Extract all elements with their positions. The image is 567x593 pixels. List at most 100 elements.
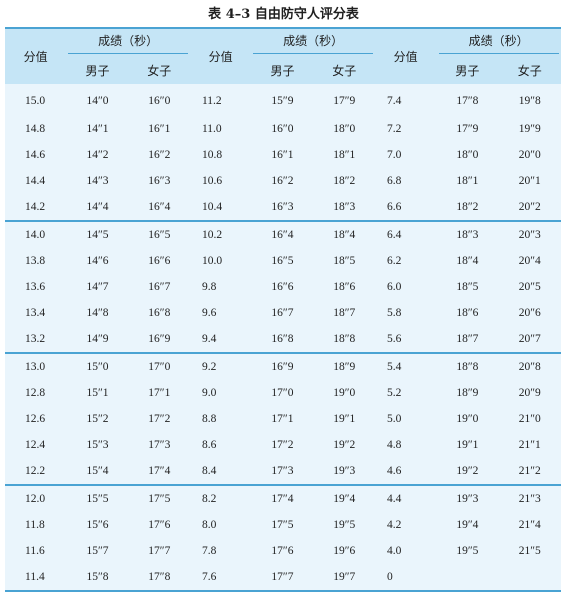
female-time-cell: 20″3 <box>498 220 561 248</box>
female-time-cell: 17″2 <box>128 406 190 432</box>
score-cell: 8.6 <box>189 432 252 458</box>
male-time-cell: 14″5 <box>66 220 129 248</box>
score-cell: 5.2 <box>374 380 437 406</box>
male-time-cell: 15″1 <box>66 380 129 406</box>
score-cell: 13.4 <box>5 300 67 326</box>
male-time-cell: 17″4 <box>251 484 314 512</box>
male-time-cell: 14″4 <box>66 194 129 221</box>
male-time-cell: 14″0 <box>66 84 129 116</box>
score-cell: 6.2 <box>374 248 437 274</box>
score-cell: 10.4 <box>189 194 252 221</box>
table-row: 12.4 15″3 17″3 8.6 17″2 19″2 4.8 19″1 21″1 <box>5 432 561 458</box>
male-time-cell: 16″8 <box>251 326 314 353</box>
table-row: 14.8 14″1 16″1 11.0 16″0 18″0 7.2 17″9 19″9 <box>5 116 561 142</box>
score-cell: 6.4 <box>374 220 437 248</box>
table-row: 13.0 15″0 17″0 9.2 16″9 18″9 5.4 18″8 20″8 <box>5 352 561 380</box>
table-row: 14.6 14″2 16″2 10.8 16″1 18″1 7.0 18″0 20″0 <box>5 142 561 168</box>
male-time-cell: 15″0 <box>66 352 129 380</box>
score-cell: 8.0 <box>189 512 252 538</box>
table-row: 14.4 14″3 16″3 10.6 16″2 18″2 6.8 18″1 20″1 <box>5 168 561 194</box>
female-time-cell: 21″4 <box>498 512 561 538</box>
male-time-cell: 15″8 <box>66 564 129 592</box>
table-row: 11.4 15″8 17″8 7.6 17″7 19″7 0 <box>5 564 561 592</box>
female-time-cell: 16″4 <box>128 194 190 221</box>
female-time-cell: 17″1 <box>128 380 190 406</box>
score-cell: 12.8 <box>5 380 67 406</box>
male-time-cell: 17″1 <box>251 406 314 432</box>
score-cell: 11.8 <box>5 512 67 538</box>
score-cell: 13.0 <box>5 352 67 380</box>
score-cell: 15.0 <box>5 84 67 116</box>
female-time-cell: 19″4 <box>313 484 375 512</box>
score-cell: 9.8 <box>189 274 252 300</box>
male-header: 男子 <box>436 57 499 84</box>
female-time-cell: 18″1 <box>313 142 375 168</box>
score-table: 分值 成绩（秒） 分值 成绩（秒） 分值 成绩（秒） 男子 女子 男子 女子 男… <box>5 29 561 592</box>
male-time-cell <box>436 564 499 592</box>
male-time-cell: 14″1 <box>66 116 129 142</box>
female-time-cell: 18″4 <box>313 220 375 248</box>
table-row: 12.2 15″4 17″4 8.4 17″3 19″3 4.6 19″2 21″2 <box>5 458 561 485</box>
time-group-label: 成绩（秒） <box>68 32 189 54</box>
male-time-cell: 15″4 <box>66 458 129 485</box>
time-group-header: 成绩（秒） <box>436 29 561 57</box>
female-time-cell: 16″5 <box>128 220 190 248</box>
male-time-cell: 18″6 <box>436 300 499 326</box>
score-cell: 8.8 <box>189 406 252 432</box>
male-time-cell: 15″9 <box>251 84 314 116</box>
score-cell: 14.0 <box>5 220 67 248</box>
score-cell: 4.2 <box>374 512 437 538</box>
male-time-cell: 19″5 <box>436 538 499 564</box>
score-cell: 14.4 <box>5 168 67 194</box>
male-time-cell: 18″5 <box>436 274 499 300</box>
female-time-cell: 20″4 <box>498 248 561 274</box>
male-time-cell: 18″9 <box>436 380 499 406</box>
male-time-cell: 17″8 <box>436 84 499 116</box>
table-row: 11.6 15″7 17″7 7.8 17″6 19″6 4.0 19″5 21″5 <box>5 538 561 564</box>
female-time-cell: 17″9 <box>313 84 375 116</box>
male-time-cell: 17″6 <box>251 538 314 564</box>
score-cell: 9.6 <box>189 300 252 326</box>
table-row: 13.8 14″6 16″6 10.0 16″5 18″5 6.2 18″4 20″4 <box>5 248 561 274</box>
female-time-cell: 19″8 <box>498 84 561 116</box>
table-row: 15.0 14″0 16″0 11.2 15″9 17″9 7.4 17″8 19″8 <box>5 84 561 116</box>
female-time-cell: 16″9 <box>128 326 190 353</box>
female-time-cell: 20″6 <box>498 300 561 326</box>
score-cell: 11.6 <box>5 538 67 564</box>
female-time-cell: 19″1 <box>313 406 375 432</box>
female-time-cell: 18″0 <box>313 116 375 142</box>
female-time-cell: 17″5 <box>128 484 190 512</box>
score-cell: 9.2 <box>189 352 252 380</box>
female-time-cell: 19″2 <box>313 432 375 458</box>
male-time-cell: 19″3 <box>436 484 499 512</box>
header-row-top: 分值 成绩（秒） 分值 成绩（秒） 分值 成绩（秒） <box>5 29 561 84</box>
male-time-cell: 17″2 <box>251 432 314 458</box>
male-time-cell: 18″8 <box>436 352 499 380</box>
female-time-cell: 20″5 <box>498 274 561 300</box>
table-row: 12.0 15″5 17″5 8.2 17″4 19″4 4.4 19″3 21″3 <box>5 484 561 512</box>
score-cell: 10.6 <box>189 168 252 194</box>
male-time-cell: 18″7 <box>436 326 499 353</box>
male-time-cell: 17″5 <box>251 512 314 538</box>
male-time-cell: 18″4 <box>436 248 499 274</box>
female-time-cell: 16″7 <box>128 274 190 300</box>
score-cell: 12.4 <box>5 432 67 458</box>
table-row: 13.6 14″7 16″7 9.8 16″6 18″6 6.0 18″5 20″5 <box>5 274 561 300</box>
score-cell: 11.4 <box>5 564 67 592</box>
score-header: 分值 <box>5 29 67 84</box>
score-cell: 6.0 <box>374 274 437 300</box>
male-time-cell: 16″1 <box>251 142 314 168</box>
female-time-cell: 18″7 <box>313 300 375 326</box>
score-cell: 8.2 <box>189 484 252 512</box>
score-cell: 4.0 <box>374 538 437 564</box>
score-cell: 5.0 <box>374 406 437 432</box>
score-cell: 12.2 <box>5 458 67 485</box>
female-time-cell: 16″0 <box>128 84 190 116</box>
male-time-cell: 17″0 <box>251 380 314 406</box>
female-time-cell: 17″3 <box>128 432 190 458</box>
score-header: 分值 <box>189 29 252 84</box>
male-header: 男子 <box>251 57 314 84</box>
table-row: 11.8 15″6 17″6 8.0 17″5 19″5 4.2 19″4 21″4 <box>5 512 561 538</box>
male-time-cell: 15″7 <box>66 538 129 564</box>
male-time-cell: 17″3 <box>251 458 314 485</box>
